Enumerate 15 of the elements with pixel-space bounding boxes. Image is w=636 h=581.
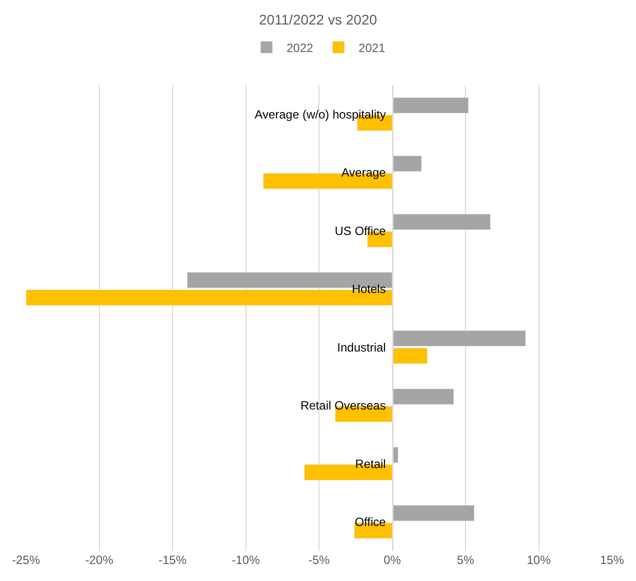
y-tick-label: Average (w/o) hospitality: [254, 107, 386, 122]
x-tick-label: 0%: [384, 553, 402, 567]
x-tick-label: -20%: [85, 553, 114, 567]
y-tick-label: Industrial: [337, 340, 386, 354]
chart-title: 2011/2022 vs 2020: [258, 11, 378, 28]
x-tick-label: 15%: [600, 553, 624, 567]
legend-label: 2021: [358, 40, 386, 55]
y-tick-label: US Office: [334, 224, 386, 238]
x-tick-label: -5%: [308, 553, 330, 567]
x-tick-label: -25%: [12, 553, 40, 567]
x-tick-label: -10%: [232, 553, 260, 567]
x-tick-label: 5%: [456, 553, 474, 567]
x-tick-label: -15%: [158, 553, 187, 567]
legend-label: 2022: [286, 40, 314, 55]
x-tick-label: 10%: [526, 553, 552, 567]
